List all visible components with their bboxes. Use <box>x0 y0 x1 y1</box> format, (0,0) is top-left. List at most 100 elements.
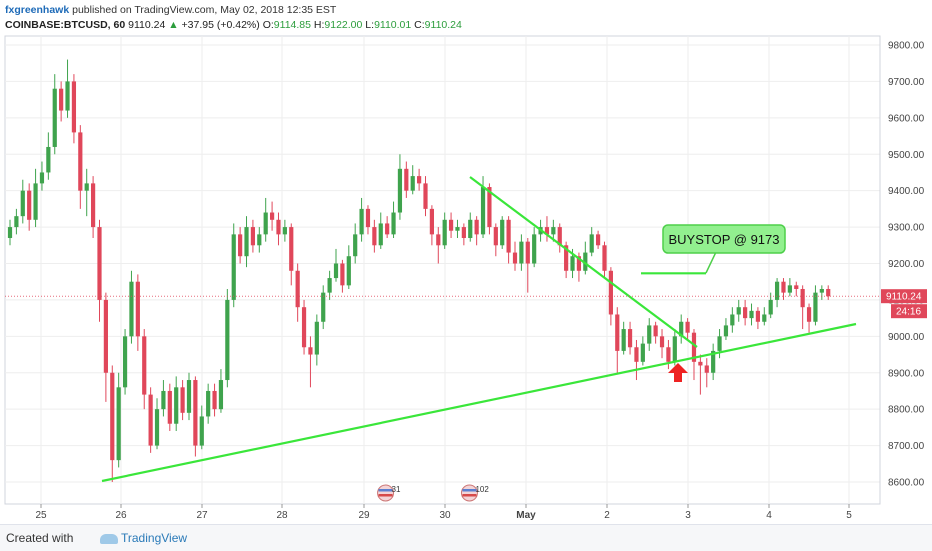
candle-body <box>781 281 786 293</box>
candle-body <box>774 281 780 300</box>
tradingview-brand[interactable]: TradingView <box>100 531 187 545</box>
candle-body <box>493 227 498 246</box>
candle-body <box>679 321 684 337</box>
candle-body <box>122 336 128 388</box>
candle-body <box>429 208 434 235</box>
descending-trendline[interactable] <box>469 176 698 348</box>
candle-body <box>59 88 64 111</box>
candle-body <box>813 292 818 322</box>
candle-body <box>564 245 569 271</box>
candle-body <box>794 285 799 289</box>
candle-body <box>506 219 511 253</box>
candle-body <box>576 256 582 271</box>
candle-body <box>787 285 792 293</box>
author-link[interactable]: fxgreenhawk <box>5 4 70 16</box>
tradingview-cloud-icon <box>100 533 118 544</box>
published-text: published on TradingView.com, May 02, 20… <box>72 4 337 16</box>
candle-body <box>608 270 613 315</box>
candle-body <box>39 172 45 184</box>
candle-body <box>647 325 652 344</box>
candle-body <box>193 380 198 446</box>
event-badge[interactable]: 102 <box>460 484 489 502</box>
candle-body <box>723 325 729 337</box>
candle-body <box>717 336 722 351</box>
candle-body <box>27 190 32 220</box>
x-tick-label: 27 <box>196 510 208 521</box>
candle-body <box>314 321 319 355</box>
candle-body <box>826 288 831 297</box>
price-scale[interactable]: 9800.00 9700.00 9600.00 9500.00 9400.00 9300.… <box>888 41 925 489</box>
candle-body <box>755 310 761 322</box>
candle-body <box>404 168 409 191</box>
candle-body <box>602 245 607 271</box>
candle-body <box>736 307 741 315</box>
candle-body <box>704 365 709 373</box>
candle-body <box>621 329 626 351</box>
candle-body <box>378 223 383 246</box>
candle-body <box>365 208 371 228</box>
close-label: C: <box>414 19 425 31</box>
candle-body <box>263 212 268 235</box>
candle-body <box>14 216 19 228</box>
candle-body <box>78 132 83 191</box>
candle-body <box>410 176 415 191</box>
ascending-trendline[interactable] <box>101 322 857 483</box>
callout-pointer <box>705 251 717 274</box>
grid-lines <box>5 36 880 504</box>
candle-body <box>295 270 300 308</box>
x-tick-label: 26 <box>115 510 127 521</box>
plot-frame <box>4 35 881 505</box>
candle-body <box>385 223 390 235</box>
x-tick-label: 3 <box>685 510 691 521</box>
candle-body <box>289 227 294 271</box>
x-tick-label: 5 <box>846 510 852 521</box>
candle-body <box>455 227 460 231</box>
x-tick-label: 2 <box>604 510 610 521</box>
candle-body <box>91 183 96 228</box>
high-value: 9122.00 <box>324 19 363 31</box>
candle-body <box>800 288 805 308</box>
candle-body <box>749 310 754 319</box>
candle-body <box>762 314 767 322</box>
y-tick-label: 9300.00 <box>888 223 925 234</box>
candle-body <box>110 372 115 461</box>
candle-body <box>71 81 77 133</box>
candle-body <box>672 336 677 362</box>
candle-body <box>46 146 51 173</box>
y-tick-label: 8600.00 <box>888 478 925 489</box>
candle-body <box>730 314 735 326</box>
candle-body <box>698 361 703 366</box>
y-tick-label: 9200.00 <box>888 259 925 270</box>
buystop-callout[interactable] <box>662 224 786 254</box>
flag-stripe <box>462 489 477 492</box>
footer-bar: Created with TradingView <box>0 524 932 551</box>
open-value: 9114.85 <box>273 19 311 31</box>
candle-body <box>225 299 230 381</box>
up-triangle-icon: ▲ <box>168 19 179 31</box>
candle-body <box>199 416 204 446</box>
candle-body <box>615 314 620 351</box>
candle-body <box>436 234 441 246</box>
x-tick-label: 28 <box>276 510 288 521</box>
candle-body <box>148 394 153 446</box>
y-tick-label: 9600.00 <box>888 113 925 124</box>
candle-body <box>269 212 275 220</box>
candle-body <box>806 307 812 322</box>
candle-body <box>487 187 492 228</box>
time-scale[interactable]: 25 26 27 28 29 30 May 2 3 4 5 <box>35 504 852 521</box>
y-tick-label: 9700.00 <box>888 77 925 88</box>
candle-body <box>768 299 773 315</box>
y-tick-label: 9800.00 <box>888 41 925 52</box>
candle-body <box>634 347 639 362</box>
candle-body <box>359 208 364 235</box>
candle-body <box>186 380 192 413</box>
price-chart[interactable]: BUYSTOP @ 9173 9800.00 9700.00 9600.00 9500… <box>0 0 932 524</box>
candle-body <box>308 347 313 355</box>
candle-body <box>33 183 38 220</box>
candle-body <box>525 241 530 264</box>
candle-body <box>129 281 134 337</box>
event-badge[interactable]: 31 <box>377 484 401 502</box>
up-arrow-icon <box>668 363 688 382</box>
x-tick-label: May <box>516 510 536 521</box>
candle-body <box>532 234 537 264</box>
